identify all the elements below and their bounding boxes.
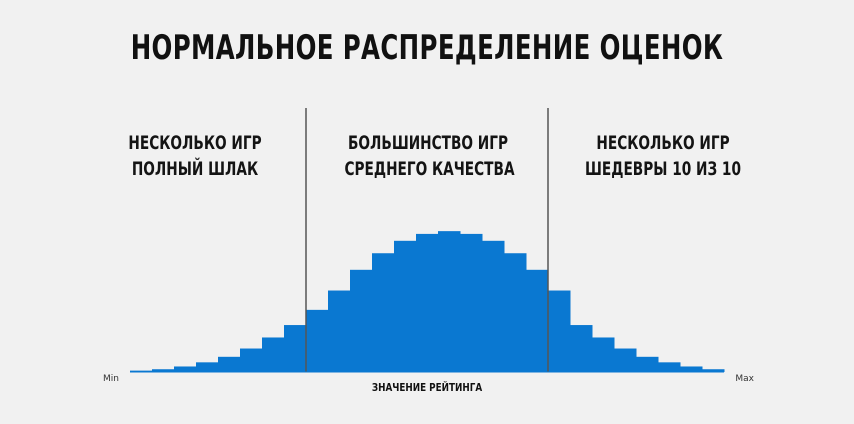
histogram-bar [570,325,593,372]
histogram-bar [394,240,417,372]
histogram-bar [130,370,153,372]
histogram-bar [218,356,241,372]
region-label-left: НЕСКОЛЬКО ИГР ПОЛНЫЙ ШЛАК [112,130,278,182]
histogram-bar [592,337,615,372]
region-label-right: НЕСКОЛЬКО ИГР ШЕДЕВРЫ 10 ИЗ 10 [580,130,746,182]
histogram-bar [350,269,373,372]
histogram-bar [614,348,637,372]
region-left-line1: НЕСКОЛЬКО ИГР [128,132,262,154]
bar-group [130,231,725,372]
histogram-bar [262,337,285,372]
region-left-line2: ПОЛНЫЙ ШЛАК [131,158,259,180]
x-axis-title: ЗНАЧЕНИЕ РЕЙТИНГА [371,381,483,394]
histogram-bar [702,369,725,372]
histogram-bar [636,356,659,372]
histogram-bar [504,253,527,372]
histogram-bar [416,233,439,372]
histogram-bar [240,348,263,372]
histogram-bar [526,269,549,372]
region-right-line1: НЕСКОЛЬКО ИГР [596,132,730,154]
histogram-bar [152,369,175,372]
histogram-bar [284,325,307,372]
page-title: НОРМАЛЬНОЕ РАСПРЕДЕЛЕНИЕ ОЦЕНОК [130,28,724,68]
histogram-bar [306,309,329,372]
x-axis-min-label: Min [103,374,119,384]
histogram-bar [196,362,219,372]
histogram-bar [680,366,703,372]
histogram-bar [174,366,197,372]
histogram-bar [328,290,351,372]
histogram-bar [482,240,505,372]
region-label-middle: БОЛЬШИНСТВО ИГР СРЕДНЕГО КАЧЕСТВА [344,130,515,182]
histogram-bar [438,231,461,372]
histogram-bar [658,362,681,372]
histogram-bar [548,290,571,372]
region-middle-line1: БОЛЬШИНСТВО ИГР [347,132,509,154]
divider-group [305,108,549,372]
x-axis-max-label: Max [735,374,754,384]
region-right-line2: ШЕДЕВРЫ 10 ИЗ 10 [585,158,741,180]
histogram-bar [372,253,395,372]
region-middle-line2: СРЕДНЕГО КАЧЕСТВА [344,158,515,180]
histogram-bar [460,233,483,372]
